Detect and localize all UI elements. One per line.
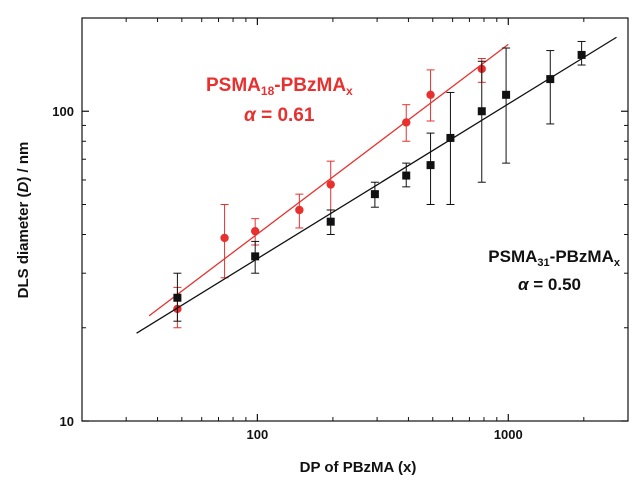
- y-tick-label: 10: [60, 414, 74, 429]
- marker-square: [446, 133, 455, 142]
- data-point: [402, 104, 411, 142]
- marker-circle: [250, 226, 260, 236]
- series-layer: [136, 36, 617, 334]
- fit-line: [136, 36, 617, 334]
- marker-square: [173, 293, 182, 302]
- series-2: [136, 36, 617, 334]
- marker-square: [251, 252, 260, 261]
- marker-circle: [220, 233, 229, 243]
- annotations: PSMA18-PBzMAx α = 0.61 PSMA31-PBzMAx α = 0.…: [206, 75, 621, 294]
- data-point: [326, 160, 335, 211]
- marker-square: [577, 50, 586, 59]
- fit-line: [148, 43, 509, 317]
- series-2-alpha: α = 0.50: [518, 275, 581, 294]
- marker-square: [326, 217, 335, 226]
- y-tick-label: 100: [52, 104, 74, 119]
- marker-square: [502, 90, 511, 99]
- data-point: [546, 50, 555, 125]
- plot-area: [81, 17, 629, 422]
- data-point: [402, 162, 411, 188]
- plot-frame: [81, 17, 629, 422]
- marker-square: [477, 107, 486, 116]
- x-tick-label: 100: [247, 427, 269, 442]
- data-point: [446, 91, 455, 205]
- marker-square: [546, 75, 555, 84]
- series-2-label: PSMA31-PBzMAx: [488, 247, 621, 269]
- data-point: [477, 60, 486, 183]
- marker-square: [370, 190, 379, 199]
- data-point: [426, 132, 435, 205]
- data-point: [502, 47, 511, 164]
- marker-square: [402, 171, 411, 180]
- data-point: [295, 193, 304, 229]
- data-point: [220, 203, 229, 279]
- y-axis-title: DLS diameter (D) / nm: [15, 142, 32, 299]
- data-point: [577, 40, 586, 66]
- data-point: [250, 218, 260, 246]
- data-point: [326, 209, 335, 236]
- marker-circle: [402, 118, 411, 127]
- series-1-label: PSMA18-PBzMAx: [206, 75, 353, 98]
- data-point: [251, 240, 260, 274]
- marker-circle: [326, 180, 335, 189]
- series-1-alpha: α = 0.61: [244, 105, 315, 126]
- marker-circle: [295, 205, 304, 215]
- x-axis-title: DP of PBzMA (x): [300, 459, 417, 476]
- data-point: [370, 181, 379, 208]
- data-point: [426, 69, 435, 122]
- marker-square: [426, 161, 435, 170]
- axes: 100 1000 10 100: [52, 17, 629, 442]
- data-point: [173, 272, 182, 322]
- x-tick-label: 1000: [494, 427, 523, 442]
- marker-circle: [426, 90, 435, 100]
